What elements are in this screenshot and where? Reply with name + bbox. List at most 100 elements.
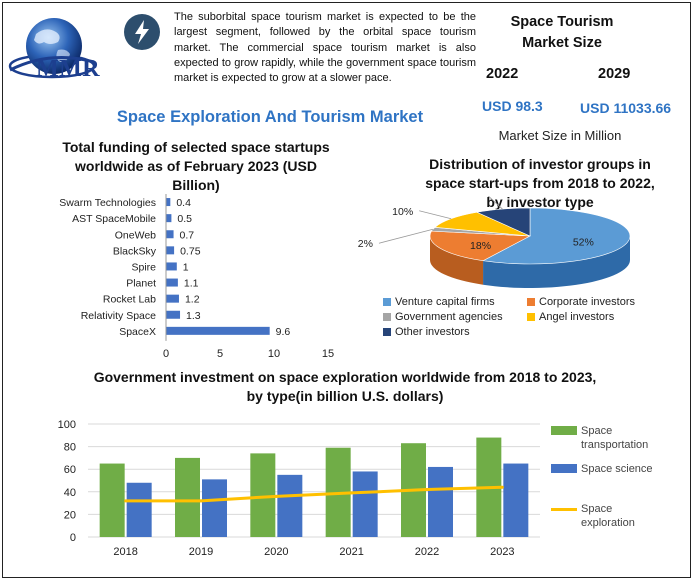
government-bar <box>126 482 152 537</box>
brand-name: MMR <box>36 56 101 82</box>
funding-bar <box>166 326 270 335</box>
legend-label: Government agencies <box>395 311 503 323</box>
legend-label: Corporate investors <box>539 296 635 308</box>
pie-legend-item: Angel investors <box>527 311 614 323</box>
funding-value-label: 1 <box>183 261 189 273</box>
funding-category-label: Rocket Lab <box>103 294 156 306</box>
legend-swatch <box>383 328 391 336</box>
government-bar <box>352 471 378 537</box>
line-point <box>274 494 278 498</box>
pie-leader-line <box>378 228 434 244</box>
space-exploration-line <box>125 485 503 503</box>
funding-category-label: SpaceX <box>119 326 156 338</box>
funding-x-tick: 0 <box>163 348 169 360</box>
funding-bar <box>166 198 171 207</box>
legend-label: Angel investors <box>539 311 615 323</box>
y-tick-label: 40 <box>64 487 76 499</box>
government-bar <box>428 466 453 537</box>
legend-swatch <box>383 313 391 321</box>
pie-value-label: 52% <box>573 237 594 249</box>
lightning-icon <box>124 14 160 50</box>
investor-title-line: by investor type <box>486 194 594 210</box>
funding-value-label: 1.3 <box>186 310 201 322</box>
pie-leader-line <box>419 210 452 220</box>
market-size-title: Space Tourism Market Size <box>510 14 614 51</box>
pie-value-label: 2% <box>358 238 373 250</box>
legend-label: Venture capital firms <box>395 296 495 308</box>
government-bar <box>99 463 125 537</box>
legend-label: exploration <box>581 517 635 529</box>
government-chart-title: Government investment on space explorati… <box>10 368 680 406</box>
pie-legend-item: Government agencies <box>383 311 503 323</box>
x-tick-label: 2021 <box>339 546 363 558</box>
funding-category-label: BlackSky <box>113 245 157 257</box>
main-title: Space Exploration And Tourism Market <box>116 108 424 126</box>
y-tick-label: 60 <box>64 464 76 476</box>
investor-title-line: Distribution of investor groups in <box>429 156 651 172</box>
legend-swatch <box>551 464 577 473</box>
legend-label: Other investors <box>395 326 470 338</box>
intro-text: The suborbital space tourism market is e… <box>174 11 476 85</box>
funding-category-label: Relativity Space <box>81 310 156 322</box>
investor-chart-title: Distribution of investor groups in space… <box>400 155 680 212</box>
legend-swatch <box>527 298 535 306</box>
funding-category-label: Spire <box>131 261 156 273</box>
line-point <box>124 499 128 503</box>
funding-value-label: 0.7 <box>180 229 195 241</box>
funding-bar <box>166 230 174 239</box>
funding-bar <box>166 262 177 271</box>
funding-value-label: 0.5 <box>177 213 192 225</box>
pie-value-label: 18% <box>470 240 491 252</box>
line-point <box>350 491 354 495</box>
funding-bar <box>166 294 179 303</box>
funding-category-label: Swarm Technologies <box>59 197 156 209</box>
funding-bar-chart: Swarm Technologies 0.4 AST SpaceMobile 0.5 O… <box>59 194 334 360</box>
pie-slice <box>475 207 531 237</box>
pie-slice-side <box>430 236 484 285</box>
pie-value-label: 10% <box>392 206 413 218</box>
government-combo-chart: 0 20 40 60 80 100 2018 2019 2020 2021 2022 2023 <box>58 419 540 558</box>
market-year-2022: 2022 <box>486 66 519 82</box>
globe-icon <box>8 18 96 79</box>
funding-category-label: Planet <box>126 278 156 290</box>
logo <box>8 10 140 88</box>
y-tick-label: 20 <box>64 509 76 521</box>
pie-legend-item: Other investors <box>383 326 470 338</box>
legend-label: Space <box>581 503 613 515</box>
pie-legend-item: Venture capital firms <box>383 296 495 308</box>
y-tick-label: 100 <box>58 419 76 431</box>
funding-category-label: AST SpaceMobile <box>72 213 156 225</box>
funding-value-label: 0.4 <box>176 197 191 209</box>
funding-value-label: 1.2 <box>185 294 200 306</box>
x-tick-label: 2023 <box>490 546 514 558</box>
funding-x-tick: 15 <box>322 348 334 360</box>
pie-slice-side <box>483 236 630 288</box>
legend-swatch <box>527 313 535 321</box>
government-legend-item: Space exploration <box>551 502 635 530</box>
pie-slice <box>434 211 531 237</box>
government-legend-item: Space transportation <box>551 424 648 452</box>
line-point <box>500 485 504 489</box>
line-point <box>199 499 203 503</box>
funding-bar <box>166 214 172 223</box>
funding-value-label: 1.1 <box>184 278 199 290</box>
investor-pie-chart: 52%18%2%10%8% <box>358 196 631 288</box>
funding-chart-title: Total funding of selected space startups… <box>30 138 362 195</box>
funding-value-label: 0.75 <box>180 245 201 257</box>
x-tick-label: 2019 <box>189 546 213 558</box>
investor-title-line: space start-ups from 2018 to 2022, <box>425 175 655 191</box>
funding-bar <box>166 310 181 319</box>
pie-leader-line <box>487 196 503 210</box>
legend-label: Space <box>581 425 613 437</box>
y-tick-label: 0 <box>70 532 76 544</box>
legend-label-group: Space exploration <box>581 502 635 530</box>
government-bar <box>503 463 529 537</box>
government-bar <box>277 474 303 537</box>
legend-label: transportation <box>581 439 649 451</box>
x-tick-label: 2020 <box>264 546 288 558</box>
funding-x-tick: 10 <box>268 348 280 360</box>
funding-bar <box>166 246 175 255</box>
x-tick-label: 2018 <box>113 546 137 558</box>
market-value-2022: USD 98.3 <box>482 98 543 114</box>
